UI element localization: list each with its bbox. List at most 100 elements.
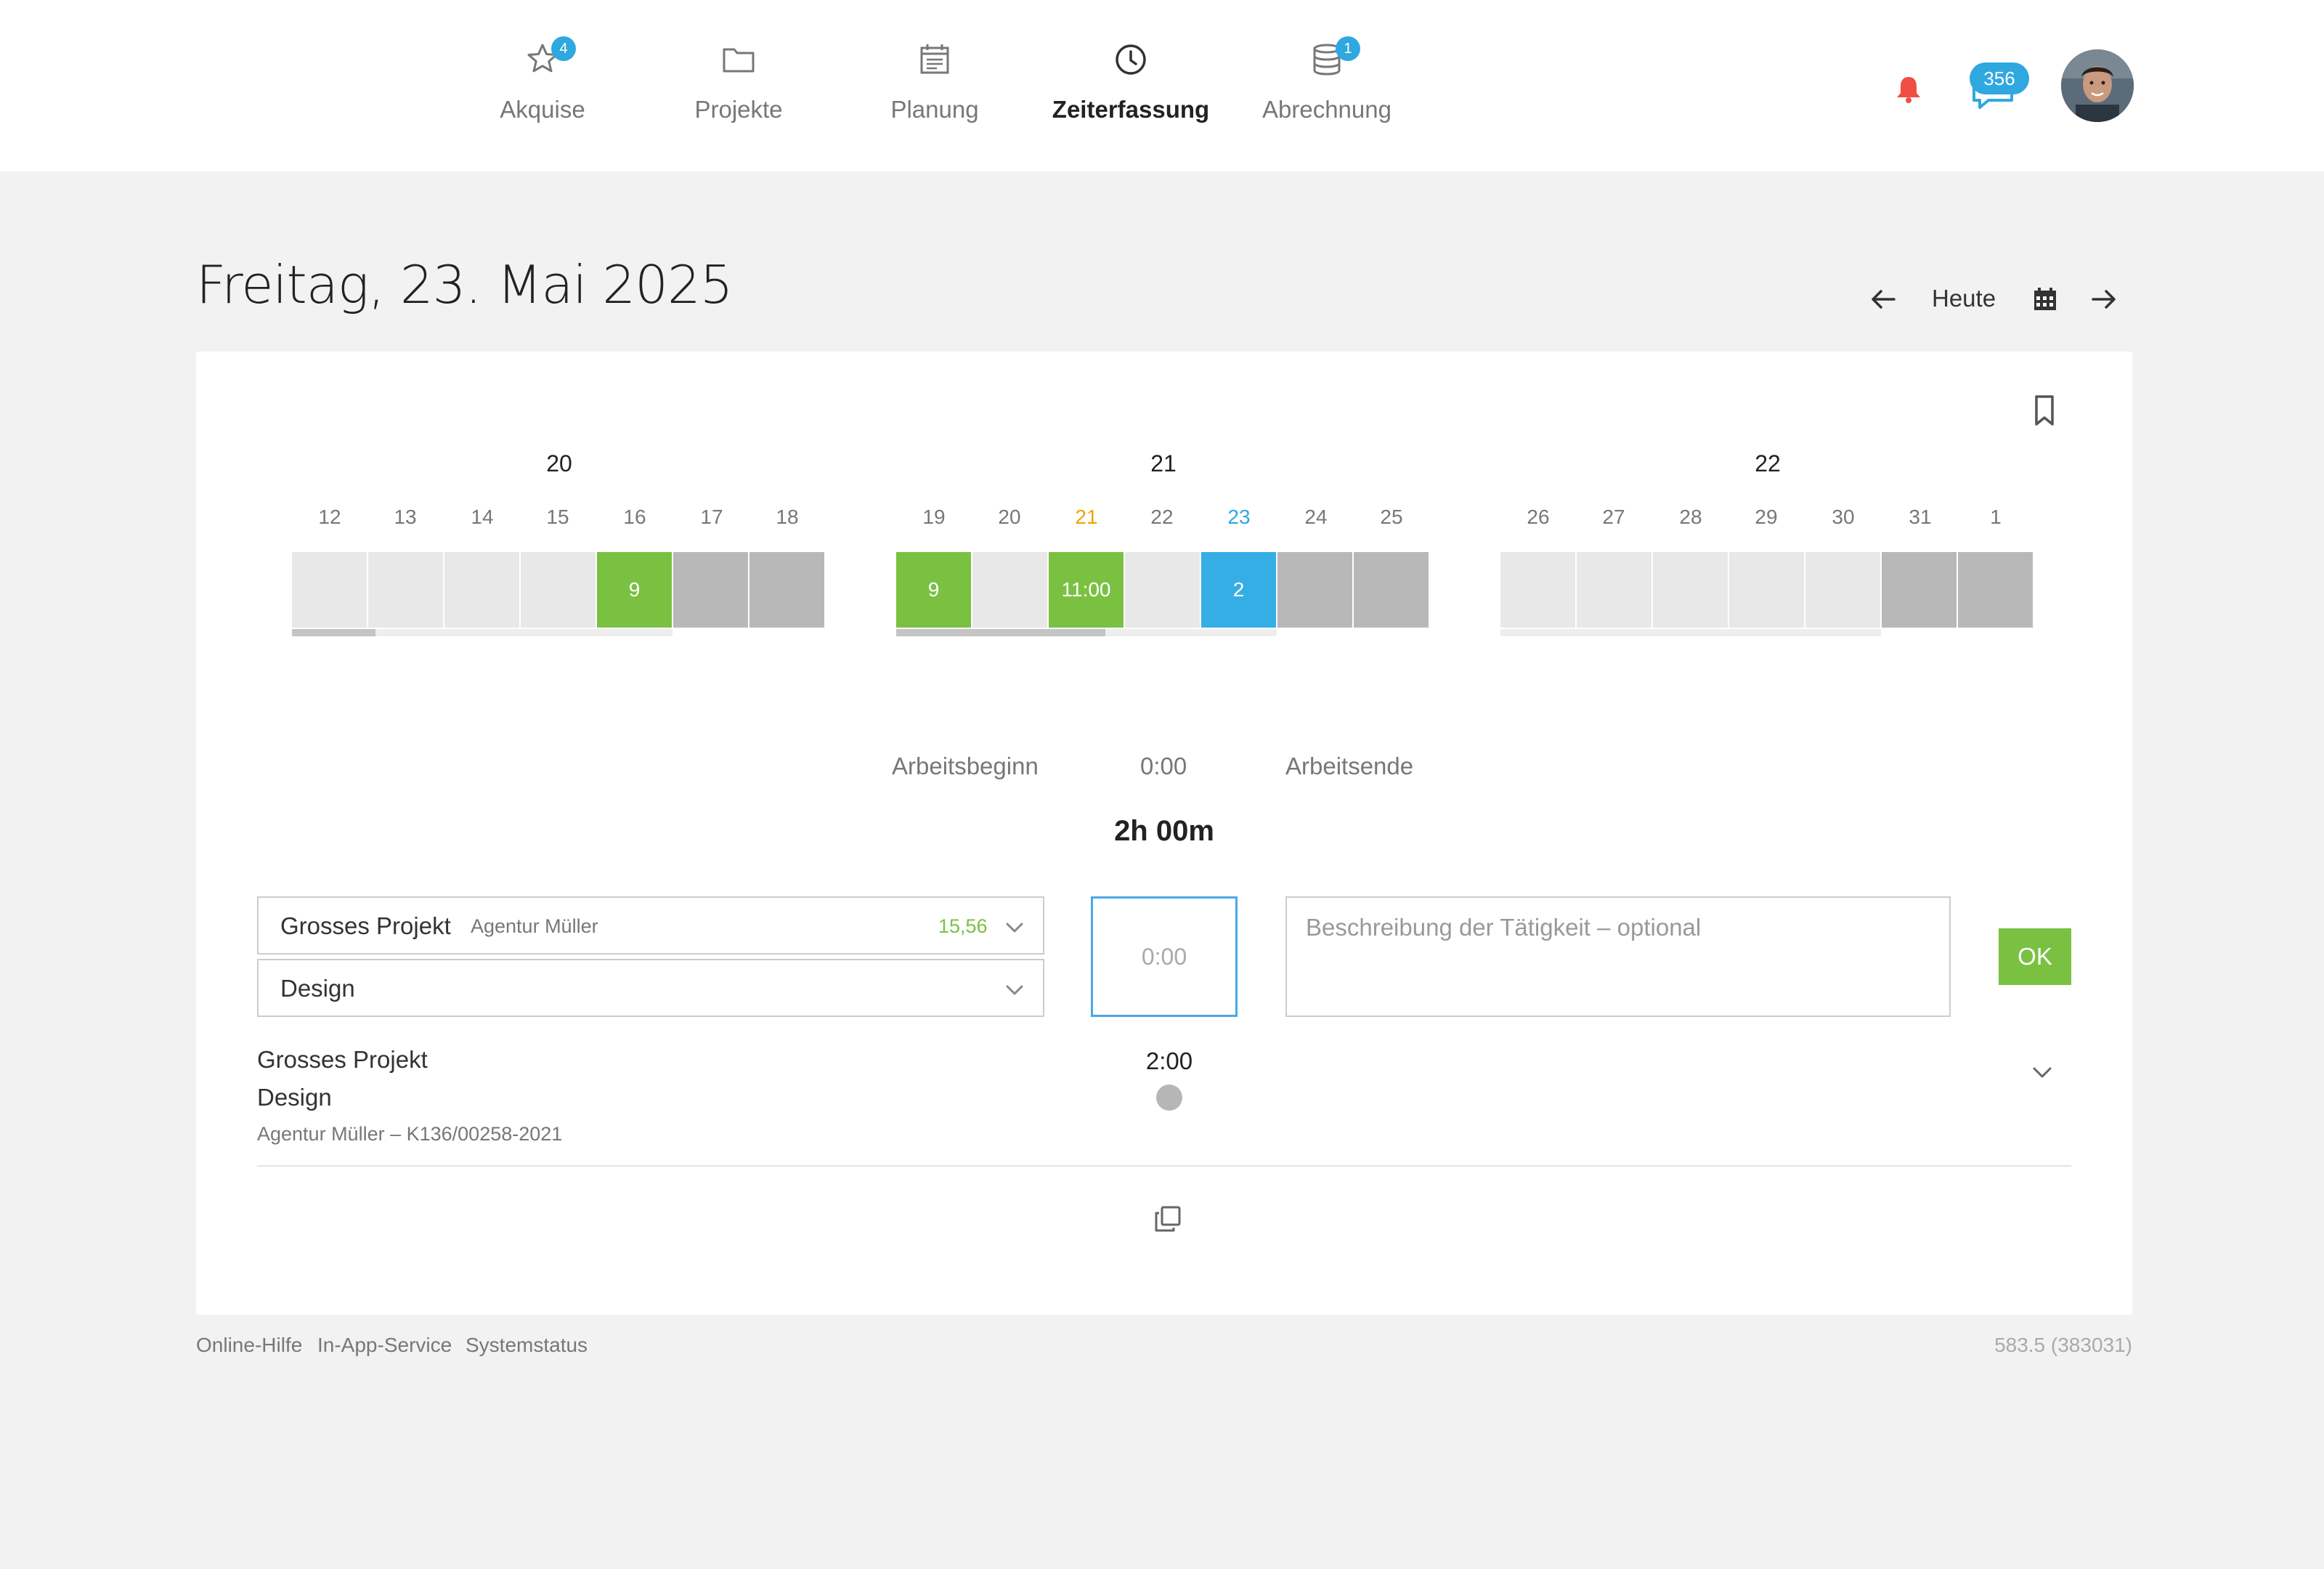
day-number: 26 bbox=[1527, 506, 1550, 528]
avatar[interactable] bbox=[2061, 49, 2134, 122]
total-time: 2h 00m bbox=[1114, 815, 1214, 847]
day-cell[interactable] bbox=[368, 552, 443, 628]
chevron-down-icon[interactable] bbox=[2028, 1058, 2057, 1087]
footer-link-system-status[interactable]: Systemstatus bbox=[466, 1334, 588, 1356]
day-number: 14 bbox=[471, 506, 494, 528]
description-input[interactable]: Beschreibung der Tätigkeit – optional bbox=[1285, 896, 1951, 1017]
bell-icon[interactable] bbox=[1892, 73, 1925, 106]
budget-value: 15,56 bbox=[938, 915, 988, 937]
nav-label: Abrechnung bbox=[1262, 96, 1391, 123]
day-cell[interactable] bbox=[292, 552, 367, 628]
entry-status-dot[interactable] bbox=[1156, 1084, 1182, 1111]
week-number: 20 bbox=[546, 450, 572, 477]
nav-label: Projekte bbox=[694, 96, 783, 123]
day-cell[interactable] bbox=[1500, 552, 1575, 628]
day-cell[interactable]: 11:00 bbox=[1049, 552, 1124, 628]
next-day-button[interactable] bbox=[2086, 277, 2122, 321]
nav-projekte[interactable]: Projekte bbox=[651, 36, 826, 138]
day-cell[interactable] bbox=[521, 552, 596, 628]
day-number: 15 bbox=[546, 506, 569, 528]
day-number: 12 bbox=[318, 506, 341, 528]
top-bar: 4 Akquise Projekte Planung Zeiterfassung bbox=[0, 0, 2324, 171]
project-select[interactable]: Grosses Projekt Agentur Müller 15,56 bbox=[257, 896, 1044, 954]
page-title: Freitag, 23. Mai 2025 bbox=[196, 254, 734, 315]
day-number: 30 bbox=[1832, 506, 1855, 528]
entry-meta: Agentur Müller – K136/00258-2021 bbox=[257, 1123, 563, 1145]
day-number: 29 bbox=[1755, 506, 1778, 528]
nav-badge-abrechnung: 1 bbox=[1336, 36, 1360, 61]
nav-zeiterfassung[interactable]: Zeiterfassung bbox=[1044, 36, 1218, 138]
messages-badge: 356 bbox=[1970, 62, 2029, 94]
week-progress-fill bbox=[896, 629, 1106, 636]
day-cell[interactable]: 9 bbox=[896, 552, 971, 628]
day-cell[interactable] bbox=[972, 552, 1047, 628]
day-cell[interactable] bbox=[749, 552, 824, 628]
break-value[interactable]: 0:00 bbox=[1140, 753, 1187, 779]
day-number: 19 bbox=[922, 506, 946, 528]
calendar-picker-icon[interactable] bbox=[2031, 285, 2060, 314]
copy-icon[interactable] bbox=[1152, 1203, 1184, 1235]
calendar-list-icon bbox=[920, 44, 949, 74]
week-progress-bar bbox=[1500, 629, 1881, 636]
day-number: 31 bbox=[1909, 506, 1932, 528]
prev-day-button[interactable] bbox=[1865, 277, 1901, 321]
nav-abrechnung[interactable]: 1 Abrechnung bbox=[1240, 36, 1414, 138]
time-tracking-card bbox=[196, 352, 2132, 1315]
week-progress-fill bbox=[292, 629, 376, 636]
day-number-today: 21 bbox=[1075, 506, 1098, 528]
week-number: 22 bbox=[1755, 450, 1781, 477]
day-cell[interactable]: 9 bbox=[597, 552, 672, 628]
day-number: 20 bbox=[998, 506, 1021, 528]
day-number: 25 bbox=[1380, 506, 1403, 528]
ok-button[interactable]: OK bbox=[1999, 928, 2071, 985]
day-number: 22 bbox=[1150, 506, 1174, 528]
nav-label: Zeiterfassung bbox=[1052, 96, 1210, 123]
day-number: 24 bbox=[1304, 506, 1328, 528]
nav-planung[interactable]: Planung bbox=[848, 36, 1022, 138]
day-cell[interactable] bbox=[1125, 552, 1200, 628]
client-name: Agentur Müller bbox=[471, 915, 598, 937]
nav-akquise[interactable]: 4 Akquise bbox=[455, 36, 630, 138]
duration-input[interactable]: 0:00 bbox=[1091, 896, 1238, 1017]
day-cell-selected[interactable]: 2 bbox=[1201, 552, 1276, 628]
day-cell[interactable] bbox=[673, 552, 748, 628]
day-number: 16 bbox=[623, 506, 646, 528]
day-cell[interactable] bbox=[1805, 552, 1880, 628]
folder-icon bbox=[723, 48, 755, 73]
day-number: 17 bbox=[700, 506, 723, 528]
day-number-selected: 23 bbox=[1227, 506, 1251, 528]
day-cell[interactable] bbox=[1577, 552, 1651, 628]
service-select[interactable]: Design bbox=[257, 959, 1044, 1017]
nav-badge-akquise: 4 bbox=[551, 36, 576, 61]
chevron-down-icon bbox=[1006, 985, 1023, 995]
work-end-label[interactable]: Arbeitsende bbox=[1285, 753, 1414, 779]
day-number: 27 bbox=[1602, 506, 1625, 528]
day-cell[interactable] bbox=[1277, 552, 1352, 628]
project-name: Grosses Projekt bbox=[280, 912, 451, 939]
description-placeholder: Beschreibung der Tätigkeit – optional bbox=[1306, 914, 1702, 941]
day-number: 13 bbox=[394, 506, 417, 528]
entry-time: 2:00 bbox=[1145, 1047, 1193, 1074]
work-start-label[interactable]: Arbeitsbeginn bbox=[892, 753, 1039, 779]
clock-icon bbox=[1116, 44, 1146, 75]
avatar-photo-icon bbox=[2061, 49, 2134, 122]
entry-project: Grosses Projekt bbox=[257, 1046, 428, 1073]
day-number: 18 bbox=[776, 506, 799, 528]
day-cell[interactable] bbox=[444, 552, 519, 628]
day-cell[interactable] bbox=[1882, 552, 1957, 628]
entry-service: Design bbox=[257, 1084, 332, 1111]
bookmark-icon[interactable] bbox=[2026, 391, 2063, 430]
today-button[interactable]: Heute bbox=[1932, 285, 1996, 312]
day-cell[interactable] bbox=[1354, 552, 1429, 628]
version-label: 583.5 (383031) bbox=[1994, 1334, 2132, 1356]
day-cell[interactable] bbox=[1729, 552, 1804, 628]
footer-link-in-app-service[interactable]: In-App-Service bbox=[317, 1334, 452, 1356]
day-number: 28 bbox=[1679, 506, 1702, 528]
day-cell[interactable] bbox=[1958, 552, 2033, 628]
day-number: 1 bbox=[1990, 506, 2002, 528]
nav-label: Akquise bbox=[500, 96, 585, 123]
chevron-down-icon bbox=[1006, 923, 1023, 933]
footer-link-online-help[interactable]: Online-Hilfe bbox=[196, 1334, 303, 1356]
week-number: 21 bbox=[1150, 450, 1177, 477]
day-cell[interactable] bbox=[1653, 552, 1728, 628]
